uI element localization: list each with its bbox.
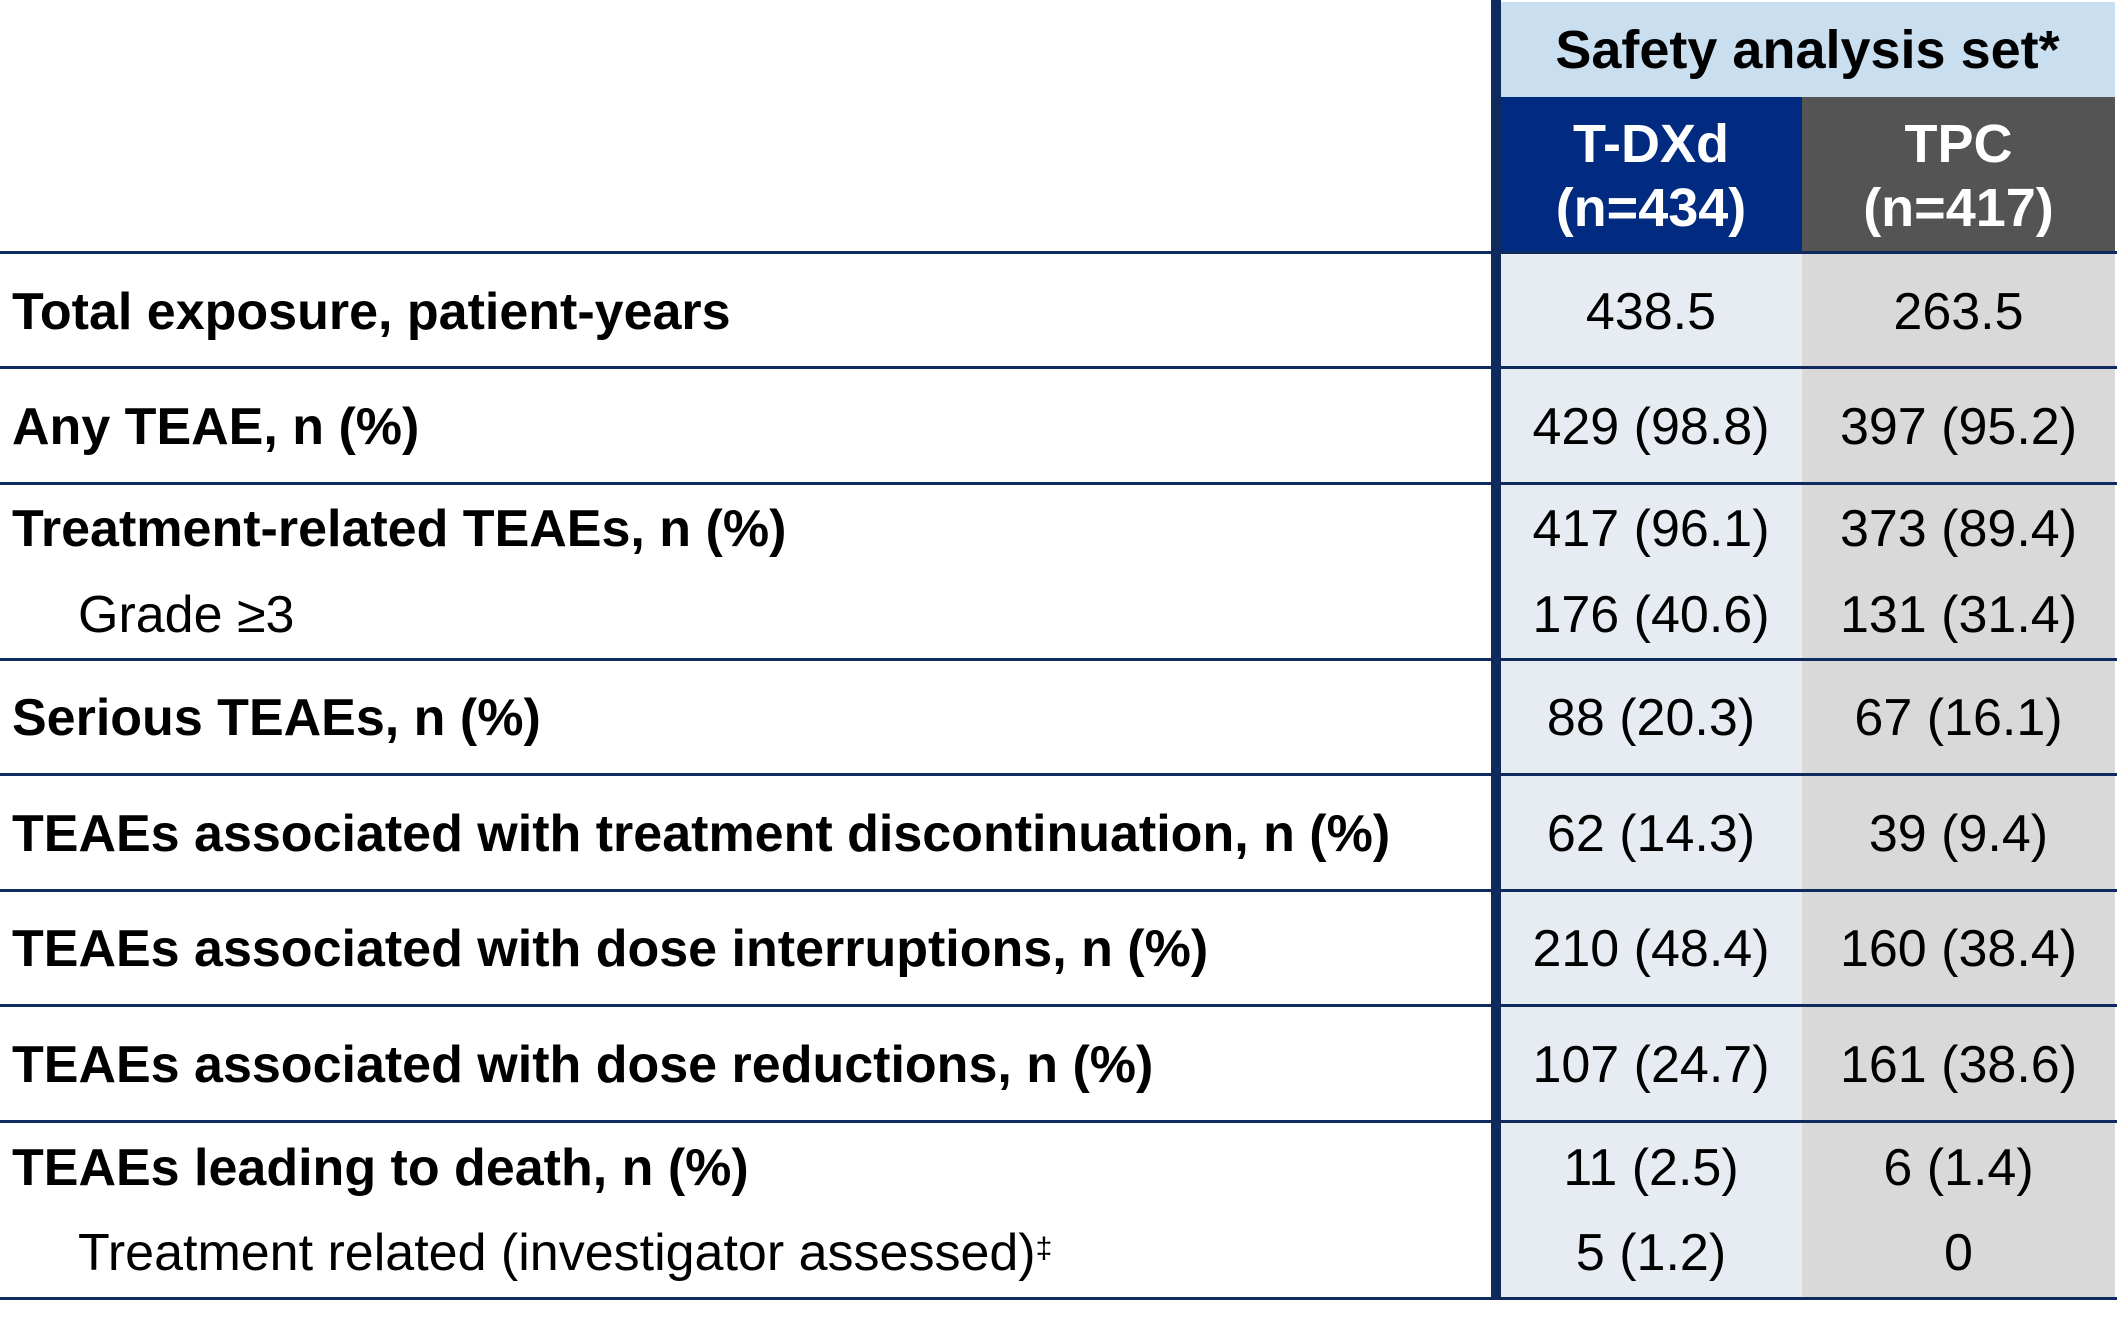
tpc-column-background [1802,254,2115,1300]
row-divider [0,1004,2117,1007]
tdxd-n: (n=434) [1555,177,1747,238]
row-divider [0,366,2117,369]
row-label: Serious TEAEs, n (%) [12,689,541,747]
row-label: TEAEs associated with treatment disconti… [12,805,1391,863]
tpc-value: 263.5 [1893,283,2024,341]
row-label: Any TEAE, n (%) [12,398,420,456]
tpc-value: 397 (95.2) [1839,398,2078,456]
row-label: Total exposure, patient-years [12,283,731,341]
tdxd-value: 176 (40.6) [1532,586,1770,644]
tdxd-value: 210 (48.4) [1532,920,1770,978]
tpc-value: 6 (1.4) [1883,1139,2034,1197]
tdxd-value: 5 (1.2) [1575,1224,1727,1282]
row-divider [0,889,2117,892]
tpc-column-header: TPC (n=417) [1802,97,2115,254]
subrow-label: Treatment related (investigator assessed… [78,1223,1052,1283]
row-divider [0,482,2117,485]
tpc-n: (n=417) [1863,177,2054,238]
safety-analysis-set-header: Safety analysis set* [1500,2,2115,97]
tpc-value: 161 (38.6) [1839,1036,2078,1094]
tdxd-value: 417 (96.1) [1532,500,1770,558]
row-label: TEAEs associated with dose interruptions… [12,920,1209,978]
tdxd-column-header: T-DXd (n=434) [1500,97,1802,254]
tpc-value: 131 (31.4) [1839,586,2078,644]
tdxd-value: 107 (24.7) [1532,1036,1770,1094]
tdxd-value: 62 (14.3) [1546,805,1756,863]
tpc-value: 67 (16.1) [1854,689,2063,747]
tpc-value: 373 (89.4) [1839,500,2078,558]
tpc-name: TPC [1904,113,2013,174]
footnote-mark: ‡ [1035,1232,1053,1265]
safety-analysis-set-label: Safety analysis set* [1555,19,2060,80]
row-label: Treatment-related TEAEs, n (%) [12,500,787,558]
subrow-label-text: Treatment related (investigator assessed… [78,1224,1036,1282]
tdxd-value: 438.5 [1585,283,1717,341]
tpc-value: 0 [1944,1224,1973,1282]
tpc-value: 39 (9.4) [1868,805,2049,863]
tdxd-value: 88 (20.3) [1546,689,1756,747]
row-label: TEAEs leading to death, n (%) [12,1139,749,1197]
tdxd-column-background [1500,254,1802,1300]
row-label: TEAEs associated with dose reductions, n… [12,1036,1154,1094]
row-divider [0,251,2117,254]
tdxd-value: 429 (98.8) [1532,398,1770,456]
row-divider [0,773,2117,776]
tpc-value: 160 (38.4) [1839,920,2078,978]
subrow-label: Grade ≥3 [78,586,295,644]
row-divider [0,1120,2117,1123]
row-divider [0,658,2117,661]
tdxd-value: 11 (2.5) [1563,1139,1739,1197]
vertical-divider [1491,0,1501,1300]
row-divider [0,1297,2117,1300]
tdxd-name: T-DXd [1573,113,1729,174]
